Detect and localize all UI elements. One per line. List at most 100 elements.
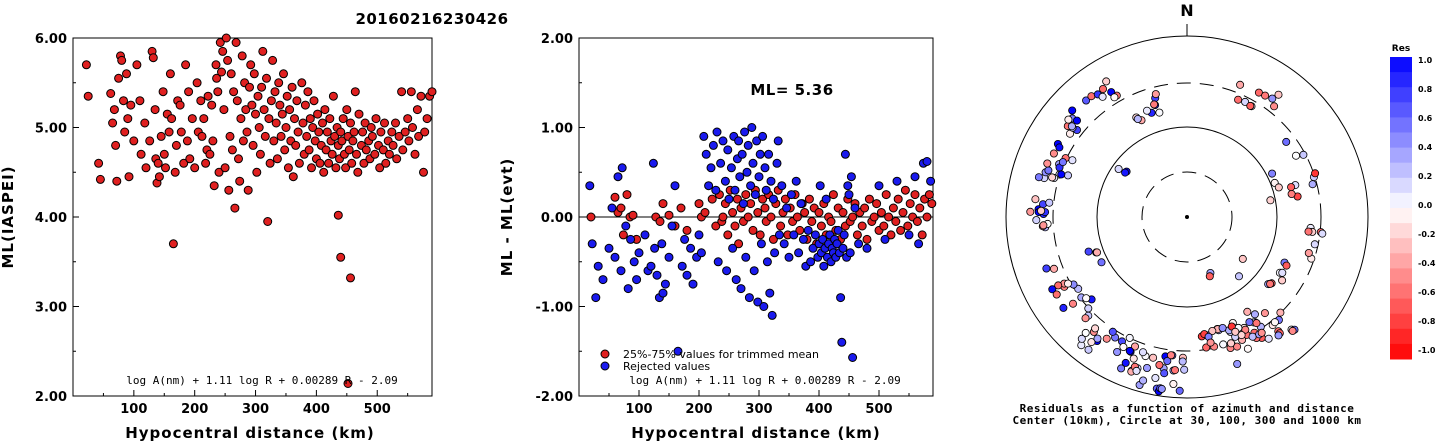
north-label: N [1180,1,1193,20]
chart2-x-tick-label: 500 [865,402,892,417]
chart1-data-point [292,96,302,106]
chart1-data-point [254,123,264,132]
polar-station-point [1064,171,1073,180]
chart1-data-point [398,145,408,155]
chart2-data-point [838,208,848,217]
chart2-data-point [860,203,870,213]
chart1-data-point [367,131,377,141]
chart1-data-point [336,252,346,262]
chart1-data-point [108,118,118,128]
polar-station-point [1149,353,1158,362]
polar-station-point [1049,149,1058,158]
chart1-data-point [135,96,145,106]
polar-station-point [1287,183,1296,192]
chart2-data-point [804,194,814,204]
polar-station-point [1304,227,1313,236]
chart2-data-point [650,243,660,253]
colorbar-cell [1390,57,1412,73]
polar-station-point [1266,196,1275,205]
chart1-data-point [235,176,245,186]
chart2-data-point [610,252,620,262]
polar-station-point [1121,168,1130,177]
polar-station-point [1308,180,1317,189]
polar-station-point [1318,229,1327,238]
chart2-data-point [726,163,736,173]
polar-station-point [1208,326,1217,335]
chart1-data-point [347,158,357,168]
chart1-data-point [302,131,312,141]
chart1-data-point [287,82,297,92]
chart2-data-point [845,248,855,258]
chart1-data-point [95,174,105,184]
chart1-data-point [181,60,191,70]
chart2-data-point [840,149,850,159]
chart1-data-point [185,154,195,164]
chart2-data-point [764,149,774,159]
chart2-data-point [586,212,596,222]
chart2-data-point [723,230,733,240]
chart2-data-point [815,181,825,191]
chart1-data-point [212,73,222,83]
polar-station-point [1274,183,1283,192]
chart1-data-point [192,78,202,88]
polar-station-point [1233,342,1242,351]
polar-station-point [1102,334,1111,343]
chart1-data-point [404,136,414,146]
chart2-data-point [881,190,891,200]
chart1-data-point [272,154,282,164]
chart1-data-point [381,158,391,168]
chart1-data-point [126,100,136,110]
polar-station-point [1250,310,1259,319]
chart2-data-point [610,192,620,202]
chart2-data-point [900,185,910,195]
polar-station-point [1119,342,1128,351]
chart2-data-point [694,230,704,240]
legend-rejected-label: Rejected values [623,360,710,373]
colorbar-tick-label: -0.6 [1418,288,1436,297]
chart1-data-point [208,136,218,146]
polar-station-point [1257,328,1266,337]
chart2-data-point [673,346,683,356]
chart2-data-point [607,203,617,213]
chart1-data-point [124,172,134,182]
chart1-data-point [158,87,168,97]
chart1-data-point [308,123,318,132]
colorbar-cell [1390,328,1412,345]
polar-station-point [1282,261,1291,270]
polar-station-point [1143,106,1152,115]
chart1-data-point [408,123,417,132]
chart2-data-point [737,149,747,159]
chart1-data-point [366,123,376,132]
polar-station-point [1180,365,1189,374]
chart2-data-point [700,208,710,217]
polar-station-point [1151,373,1160,382]
polar-station-point [1292,151,1301,160]
ml-residual-scatter-chart: 100 200 300 400 500 -2.00 -1.00 0.00 1.00 2.00 ML… [498,32,937,441]
polar-station-point [1310,240,1319,249]
chart2-ticks: 100 200 300 400 500 -2.00 -1.00 0.00 1.00 2.00 [536,32,910,417]
chart2-ml-annotation: ML= 5.36 [750,81,833,99]
polar-station-point [1108,327,1117,336]
polar-station-point [1129,354,1138,363]
colorbar-cell [1390,298,1412,315]
polar-station-point [1125,346,1134,355]
chart1-x-axis-label: Hypocentral distance (km) [125,424,375,441]
chart1-data-point [203,91,213,101]
chart2-data-point [750,190,760,200]
circle-300km [1052,82,1322,352]
chart1-data-point [320,105,330,115]
chart2-data-point [734,239,744,249]
chart2-data-point [926,176,936,186]
chart1-data-point [348,136,358,146]
chart1-data-point [165,69,175,79]
chart2-data-point [924,190,934,200]
chart2-data-point [779,239,789,249]
polar-station-point [1084,345,1093,354]
chart2-data-point [888,203,898,213]
chart2-y-tick-label: 0.00 [541,211,573,226]
polar-station-point [1133,115,1142,124]
chart1-data-point [315,158,325,168]
chart1-data-point [310,136,320,146]
chart2-data-point [707,194,717,204]
chart1-data-point [213,87,223,97]
